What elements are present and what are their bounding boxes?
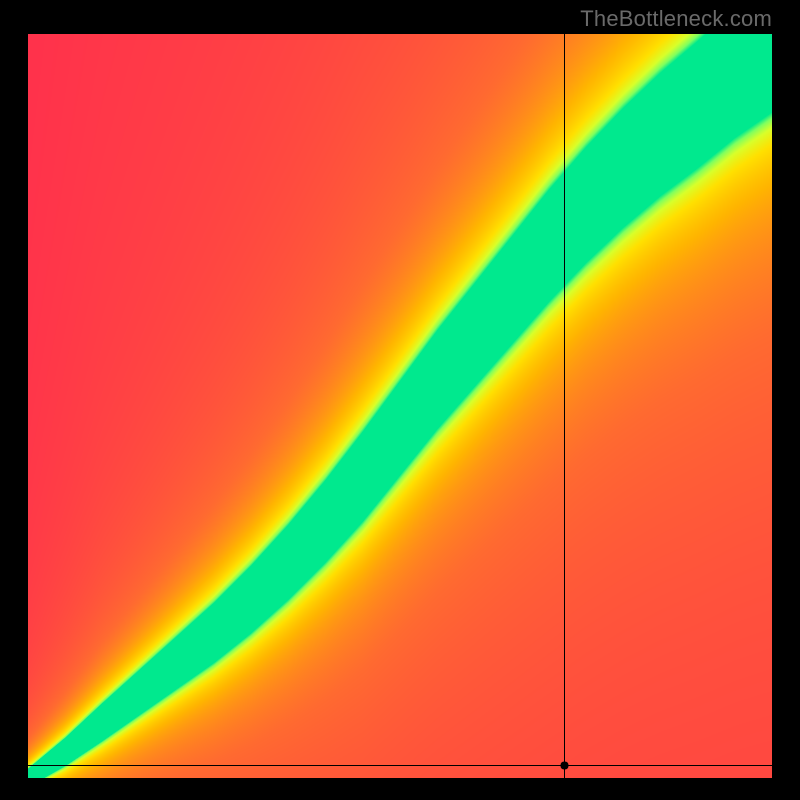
chart-container: TheBottleneck.com [0, 0, 800, 800]
watermark-text: TheBottleneck.com [580, 6, 772, 32]
bottleneck-heatmap [28, 34, 772, 778]
